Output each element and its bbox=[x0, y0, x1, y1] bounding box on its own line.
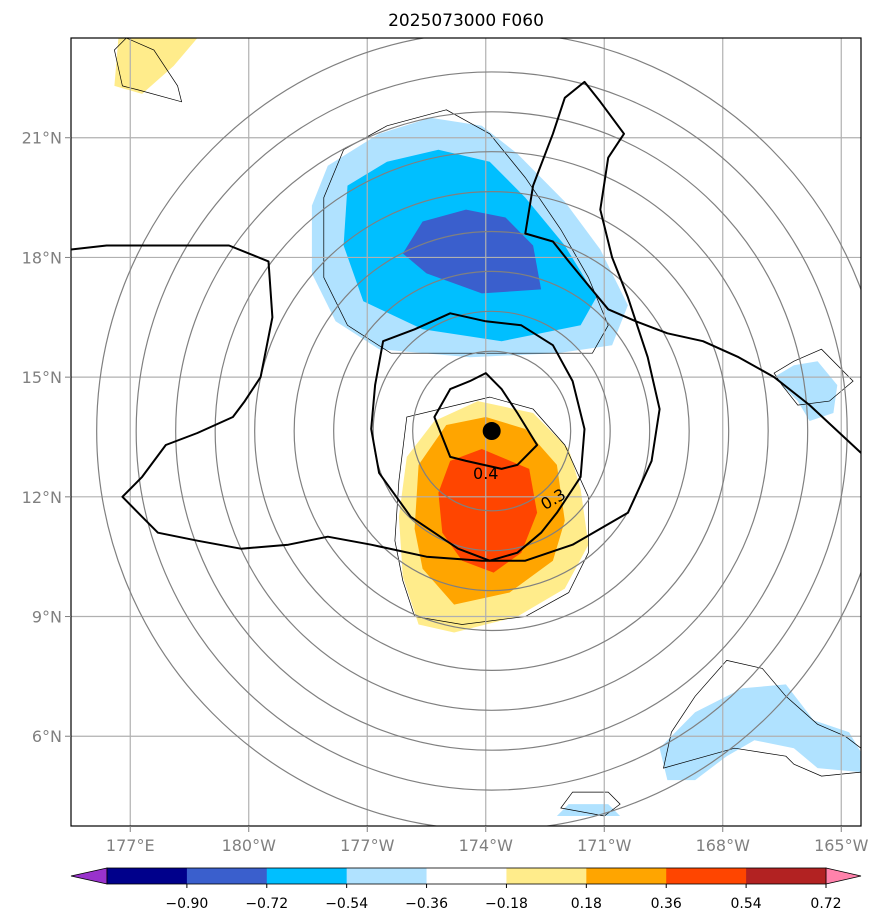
colorbar-frame bbox=[106, 867, 827, 885]
range-ring bbox=[96, 38, 861, 826]
center-dot bbox=[482, 422, 501, 441]
colorbar-extend-low bbox=[70, 867, 108, 885]
colorbar-segment bbox=[426, 868, 507, 884]
x-tick-label: 165°W bbox=[814, 836, 869, 855]
thin-contour-outlines bbox=[114, 38, 861, 817]
colorbar-segment bbox=[186, 868, 268, 884]
y-tick-label: 15°N bbox=[22, 368, 62, 387]
filled-region bbox=[114, 38, 198, 94]
x-tick-label: 180°W bbox=[222, 836, 277, 855]
y-axis-ticks: 6°N 9°N 12°N 15°N 18°N 21°N bbox=[22, 129, 71, 746]
range-rings bbox=[96, 38, 861, 826]
colorbar-segment bbox=[666, 868, 747, 884]
colorbar-tick-label: −0.36 bbox=[405, 896, 448, 912]
x-axis-ticks: 177°E 180°W 177°W 174°W 171°W 168°W 165°W bbox=[106, 826, 869, 855]
y-tick-label: 12°N bbox=[22, 488, 62, 507]
x-tick-label: 168°W bbox=[696, 836, 751, 855]
colorbar-segment bbox=[346, 868, 428, 884]
thin-outline bbox=[773, 348, 854, 406]
thin-outline bbox=[114, 38, 183, 103]
contour-line bbox=[433, 372, 539, 470]
range-ring bbox=[293, 230, 690, 632]
colorbar-tick-label: −0.18 bbox=[485, 896, 528, 912]
x-tick-label: 174°W bbox=[459, 836, 514, 855]
range-ring bbox=[254, 191, 730, 671]
range-ring bbox=[412, 350, 572, 512]
colorbar-tick-label: −0.54 bbox=[325, 896, 368, 912]
colorbar-segment bbox=[746, 868, 827, 884]
plot-frame bbox=[70, 37, 862, 827]
filled-contours bbox=[114, 38, 861, 816]
range-ring bbox=[214, 151, 769, 711]
colorbar-tick-label: 0.54 bbox=[731, 896, 762, 912]
thin-outline bbox=[323, 109, 609, 354]
colorbar-segment bbox=[506, 868, 587, 884]
x-tick-label: 177°E bbox=[106, 836, 155, 855]
colorbar-extend-high bbox=[825, 867, 862, 885]
thin-outline bbox=[663, 660, 861, 777]
center-marker bbox=[482, 422, 501, 441]
colorbar-segment bbox=[266, 868, 348, 884]
x-tick-label: 171°W bbox=[577, 836, 632, 855]
range-ring bbox=[175, 111, 809, 751]
range-ring bbox=[372, 310, 611, 552]
contour-label: 0.4 bbox=[473, 464, 498, 483]
range-ring bbox=[333, 270, 651, 592]
colorbar-tick-label: 0.72 bbox=[810, 896, 841, 912]
thin-outline bbox=[394, 396, 589, 625]
y-tick-label: 6°N bbox=[32, 727, 62, 746]
colorbar-tick-label: 0.36 bbox=[651, 896, 682, 912]
y-tick-label: 21°N bbox=[22, 129, 62, 148]
contour-line bbox=[71, 80, 861, 562]
colorbar-segment bbox=[107, 868, 188, 884]
chart-title: 2025073000 F060 bbox=[388, 11, 544, 31]
colorbar-tick-label: −0.90 bbox=[165, 896, 208, 912]
range-ring bbox=[135, 71, 848, 791]
colorbar-segment bbox=[586, 868, 667, 884]
colorbar-tick-label: 0.18 bbox=[571, 896, 602, 912]
y-tick-label: 18°N bbox=[22, 248, 62, 267]
x-tick-label: 177°W bbox=[340, 836, 395, 855]
filled-region bbox=[556, 804, 621, 816]
filled-region bbox=[659, 684, 861, 781]
colorbar-tick-label: −0.72 bbox=[245, 896, 288, 912]
thin-outline bbox=[560, 791, 621, 817]
y-tick-label: 9°N bbox=[32, 608, 62, 627]
colorbar: −0.90 −0.72 −0.54 −0.36 −0.18 0.18 0.36 0.54 0.7… bbox=[70, 867, 862, 912]
